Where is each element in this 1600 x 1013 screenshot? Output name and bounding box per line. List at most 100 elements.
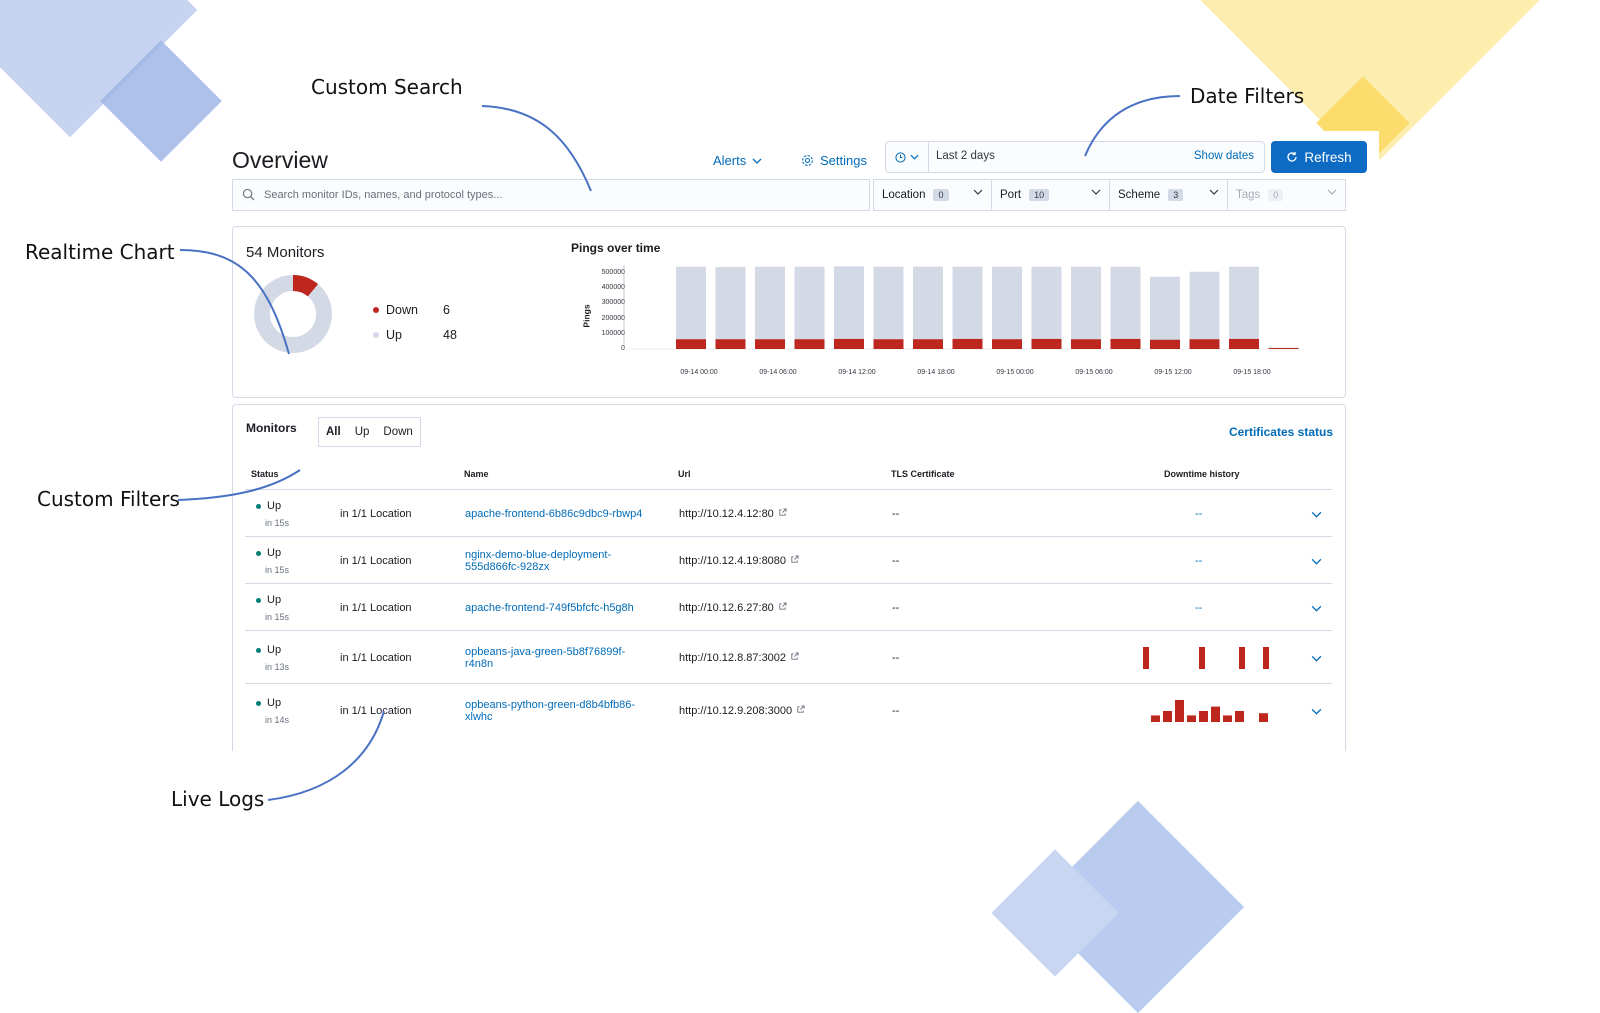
bar-down[interactable] <box>1229 338 1259 349</box>
col-header-name[interactable]: Name <box>464 469 489 479</box>
downtime-bar[interactable] <box>1151 714 1160 722</box>
downtime-bar[interactable] <box>1223 714 1232 722</box>
bar-up[interactable] <box>1189 271 1220 349</box>
callout-custom-search: Custom Search <box>311 75 463 99</box>
quick-select-button[interactable] <box>886 142 929 172</box>
expand-row-chevron-icon[interactable] <box>1311 605 1322 612</box>
monitor-url[interactable]: http://10.12.8.87:3002 <box>679 652 799 664</box>
legend-up-label: Up <box>386 328 402 342</box>
monitor-url-text: http://10.12.4.12:80 <box>679 507 774 520</box>
downtime-bar[interactable] <box>1239 646 1245 669</box>
bar-down[interactable] <box>873 339 904 349</box>
refresh-button[interactable]: Refresh <box>1271 141 1367 173</box>
bar-down[interactable] <box>715 339 746 349</box>
bar-down[interactable] <box>1268 347 1299 349</box>
page-title: Overview <box>232 147 328 173</box>
bar-down[interactable] <box>992 339 1022 349</box>
legend-up-value: 48 <box>443 328 457 342</box>
bar-down[interactable] <box>755 339 785 349</box>
bar-up[interactable] <box>1071 266 1101 349</box>
bar-down[interactable] <box>794 339 825 349</box>
downtime-bar[interactable] <box>1235 710 1244 722</box>
monitor-name-link[interactable]: nginx-demo-blue-deployment- 555d866fc-928… <box>465 549 611 573</box>
monitor-url[interactable]: http://10.12.6.27:80 <box>679 602 787 614</box>
monitor-name-link[interactable]: apache-frontend-749f5bfcfc-h5g8h <box>465 602 634 614</box>
monitor-url[interactable]: http://10.12.9.208:3000 <box>679 705 805 717</box>
downtime-bar[interactable] <box>1259 712 1268 722</box>
col-header-status[interactable]: Status <box>251 469 279 479</box>
bar-up[interactable] <box>755 266 785 349</box>
table-row[interactable]: Up in 14s in 1/1 Location opbeans-python… <box>245 683 1332 737</box>
gear-icon <box>802 155 813 166</box>
monitor-url-text: http://10.12.9.208:3000 <box>679 704 793 717</box>
monitor-name-line: apache-frontend-6b86c9dbc9-rbwp4 <box>465 507 643 520</box>
filter-location-label: Location <box>882 189 926 201</box>
bar-down[interactable] <box>834 338 864 349</box>
bar-down[interactable] <box>913 339 943 349</box>
bar-up[interactable] <box>873 266 904 349</box>
downtime-bar[interactable] <box>1199 710 1208 722</box>
bar-down[interactable] <box>676 339 706 349</box>
tab-all[interactable]: All <box>326 426 341 438</box>
x-tick-label: 09-14 12:00 <box>838 369 876 376</box>
date-picker[interactable]: Last 2 days Show dates <box>885 141 1265 173</box>
downtime-bar[interactable] <box>1163 710 1172 722</box>
search-input[interactable]: Search monitor IDs, names, and protocol … <box>232 179 870 211</box>
monitor-url[interactable]: http://10.12.4.12:80 <box>679 508 787 520</box>
table-row[interactable]: Up in 15s in 1/1 Location apache-fronten… <box>245 583 1332 631</box>
bar-down[interactable] <box>1031 338 1062 349</box>
downtime-bar[interactable] <box>1143 646 1149 669</box>
filter-port[interactable]: Port 10 <box>992 180 1110 210</box>
table-row[interactable]: Up in 15s in 1/1 Location nginx-demo-blu… <box>245 536 1332 584</box>
bar-down[interactable] <box>1110 338 1141 349</box>
bar-up[interactable] <box>1229 266 1259 349</box>
bar-up[interactable] <box>1031 266 1062 349</box>
bar-up[interactable] <box>952 266 983 349</box>
monitor-name-line: apache-frontend-749f5bfcfc-h5g8h <box>465 601 634 614</box>
table-row[interactable]: Up in 13s in 1/1 Location opbeans-java-g… <box>245 630 1332 684</box>
filter-location[interactable]: Location 0 <box>874 180 992 210</box>
bar-up[interactable] <box>794 266 825 349</box>
bar-down[interactable] <box>1150 339 1180 349</box>
alerts-button[interactable]: Alerts <box>713 153 762 168</box>
filter-scheme[interactable]: Scheme 3 <box>1110 180 1228 210</box>
tab-down[interactable]: Down <box>383 426 413 438</box>
downtime-bar[interactable] <box>1211 706 1220 722</box>
certificates-status-link[interactable]: Certificates status <box>1228 425 1333 439</box>
bar-down[interactable] <box>952 338 983 349</box>
bar-down[interactable] <box>1189 339 1220 349</box>
bar-up[interactable] <box>834 266 864 349</box>
monitor-list-title: Monitors <box>246 421 297 435</box>
monitor-name-link[interactable]: apache-frontend-6b86c9dbc9-rbwp4 <box>465 508 642 520</box>
downtime-bar[interactable] <box>1175 699 1184 722</box>
filter-location-count: 0 <box>933 189 949 201</box>
monitor-name-line: opbeans-java-green-5b8f76899f- <box>465 645 626 658</box>
monitor-name-link[interactable]: opbeans-java-green-5b8f76899f-r4n8n <box>465 646 625 670</box>
downtime-bar[interactable] <box>1263 646 1269 669</box>
downtime-bar[interactable] <box>1187 714 1196 722</box>
date-range-text: Last 2 days <box>936 150 995 162</box>
monitor-name-link[interactable]: opbeans-python-green-d8b4bfb86- xlwhc <box>465 699 635 723</box>
monitor-name-line: r4n8n <box>465 657 494 670</box>
tab-up[interactable]: Up <box>354 426 370 438</box>
tls-certificate: -- <box>892 704 900 717</box>
callout-live-logs: Live Logs <box>171 787 265 811</box>
settings-button[interactable]: Settings <box>801 153 867 168</box>
show-dates-link[interactable]: Show dates <box>1193 150 1254 162</box>
bar-up[interactable] <box>913 266 943 349</box>
downtime-bar[interactable] <box>1199 646 1205 669</box>
bar-up[interactable] <box>1110 266 1141 349</box>
expand-row-chevron-icon[interactable] <box>1311 655 1322 662</box>
table-row[interactable]: Up in 15s in 1/1 Location apache-fronten… <box>245 489 1332 537</box>
filter-tags[interactable]: Tags 0 <box>1228 180 1345 210</box>
bar-up[interactable] <box>715 267 746 349</box>
location-text: in 1/1 Location <box>340 704 412 717</box>
expand-row-chevron-icon[interactable] <box>1311 708 1322 715</box>
expand-row-chevron-icon[interactable] <box>1311 511 1322 518</box>
bar-down[interactable] <box>1071 339 1101 349</box>
bar-up[interactable] <box>676 266 706 349</box>
bar-up[interactable] <box>1150 276 1180 349</box>
bar-up[interactable] <box>992 266 1022 349</box>
expand-row-chevron-icon[interactable] <box>1311 558 1322 565</box>
monitor-url[interactable]: http://10.12.4.19:8080 <box>679 555 799 567</box>
